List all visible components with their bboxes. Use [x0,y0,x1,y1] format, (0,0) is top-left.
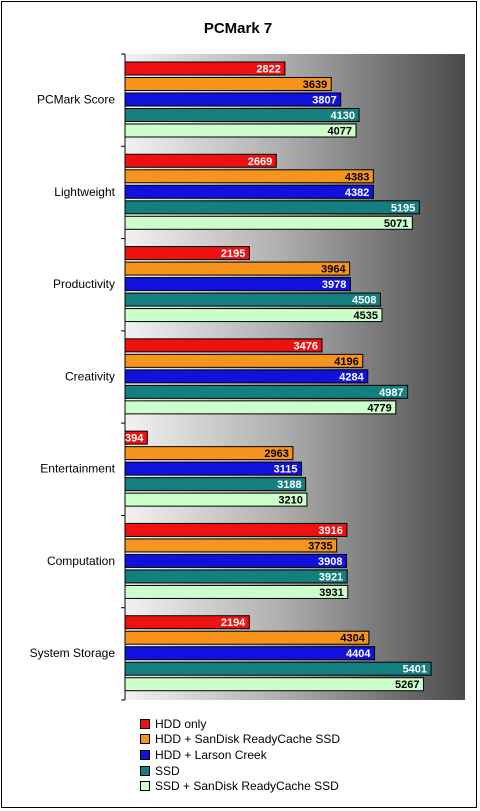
category-label: PCMark Score [37,93,115,107]
data-label: 4077 [328,126,352,138]
bar-3 [124,646,376,661]
data-label: 4284 [339,371,364,383]
bar-2 [124,446,294,461]
data-label: 2194 [221,617,246,629]
bar-1 [124,522,348,537]
legend-item: HDD + Larson Creek [140,747,340,763]
data-label: 3115 [274,464,298,476]
chart-legend: HDD only HDD + SanDisk ReadyCache SSD HDD … [140,716,340,794]
category-label: Productivity [53,277,115,291]
data-label: 4382 [345,187,369,199]
data-label: 3921 [319,571,343,583]
data-label: 3978 [322,279,346,291]
data-label: 2963 [264,448,288,460]
legend-item: SSD [140,763,340,779]
bar-4 [124,200,420,215]
bar-2 [124,630,370,645]
bar-1 [124,338,323,353]
chart-title: PCMark 7 [203,20,273,37]
bar-1 [124,615,250,630]
data-label: 4196 [334,356,358,368]
data-label: 3964 [321,264,346,276]
legend-swatch [140,781,150,792]
data-label: 4779 [367,402,391,414]
bar-2 [124,353,364,368]
data-label: 3916 [318,525,342,537]
bar-5 [124,123,357,138]
legend-swatch [140,749,150,760]
bar-4 [124,661,432,676]
bar-4 [124,477,307,492]
bar-1 [124,153,277,168]
legend-label: SSD [155,763,180,778]
chart-plot-area: PCMark Score 2822 3639 3807 4130 4077 Lightwei… [30,53,465,701]
legend-item: SSD + SanDisk ReadyCache SSD [140,778,340,794]
bar-4 [124,384,409,399]
data-label: 4535 [353,310,377,322]
legend-label: HDD + Larson Creek [155,747,267,762]
bar-5 [124,308,383,323]
data-label: 4383 [345,171,369,183]
category-label: Creativity [65,369,115,383]
data-label: 3210 [278,495,302,507]
data-label: 3931 [319,587,343,599]
data-label: 3188 [277,479,301,491]
bar-5 [124,492,308,507]
data-label: 394 [125,433,144,445]
bar-4 [124,292,381,307]
legend-label: HDD only [155,716,207,731]
data-label: 3639 [303,79,327,91]
data-label: 4987 [379,387,403,399]
data-label: 3476 [293,340,317,352]
data-label: 5195 [391,202,415,214]
bar-2 [124,538,338,553]
category-label: Entertainment [40,462,115,476]
bar-3 [124,461,303,476]
bar-3 [124,92,342,107]
data-label: 5401 [403,664,427,676]
bar-5 [124,677,424,692]
data-label: 2669 [248,156,272,168]
legend-item: HDD + SanDisk ReadyCache SSD [140,732,340,748]
legend-swatch [140,765,150,776]
legend-swatch [140,718,150,729]
bar-4 [124,108,360,122]
legend-label: HDD + SanDisk ReadyCache SSD [155,732,341,747]
bar-2 [124,261,351,276]
bar-3 [124,369,369,384]
bar-2 [124,169,374,184]
bar-1 [124,61,286,76]
data-label: 3735 [308,540,332,552]
bar-3 [124,184,374,199]
bar-5 [124,400,397,415]
bar-3 [124,277,351,292]
data-label: 4130 [331,110,355,122]
data-label: 5071 [384,218,408,230]
data-label: 2195 [221,248,245,260]
bar-1 [124,430,148,445]
bar-1 [124,246,250,261]
category-label: System Storage [30,646,116,660]
legend-label: SSD + SanDisk ReadyCache SSD [155,779,339,794]
bar-3 [124,553,347,568]
bar-5 [124,215,413,230]
data-label: 4404 [346,648,371,660]
data-label: 2822 [256,64,280,76]
data-label: 3908 [318,556,342,568]
bar-2 [124,77,332,91]
data-label: 5267 [395,679,419,691]
data-label: 4508 [352,295,376,307]
category-label: Lightweight [54,185,115,199]
category-label: Computation [47,554,115,568]
data-label: 3807 [312,95,336,107]
bar-5 [124,584,349,599]
bar-4 [124,569,348,584]
data-label: 4304 [340,633,365,645]
legend-item: HDD only [140,716,340,732]
legend-swatch [140,734,150,745]
